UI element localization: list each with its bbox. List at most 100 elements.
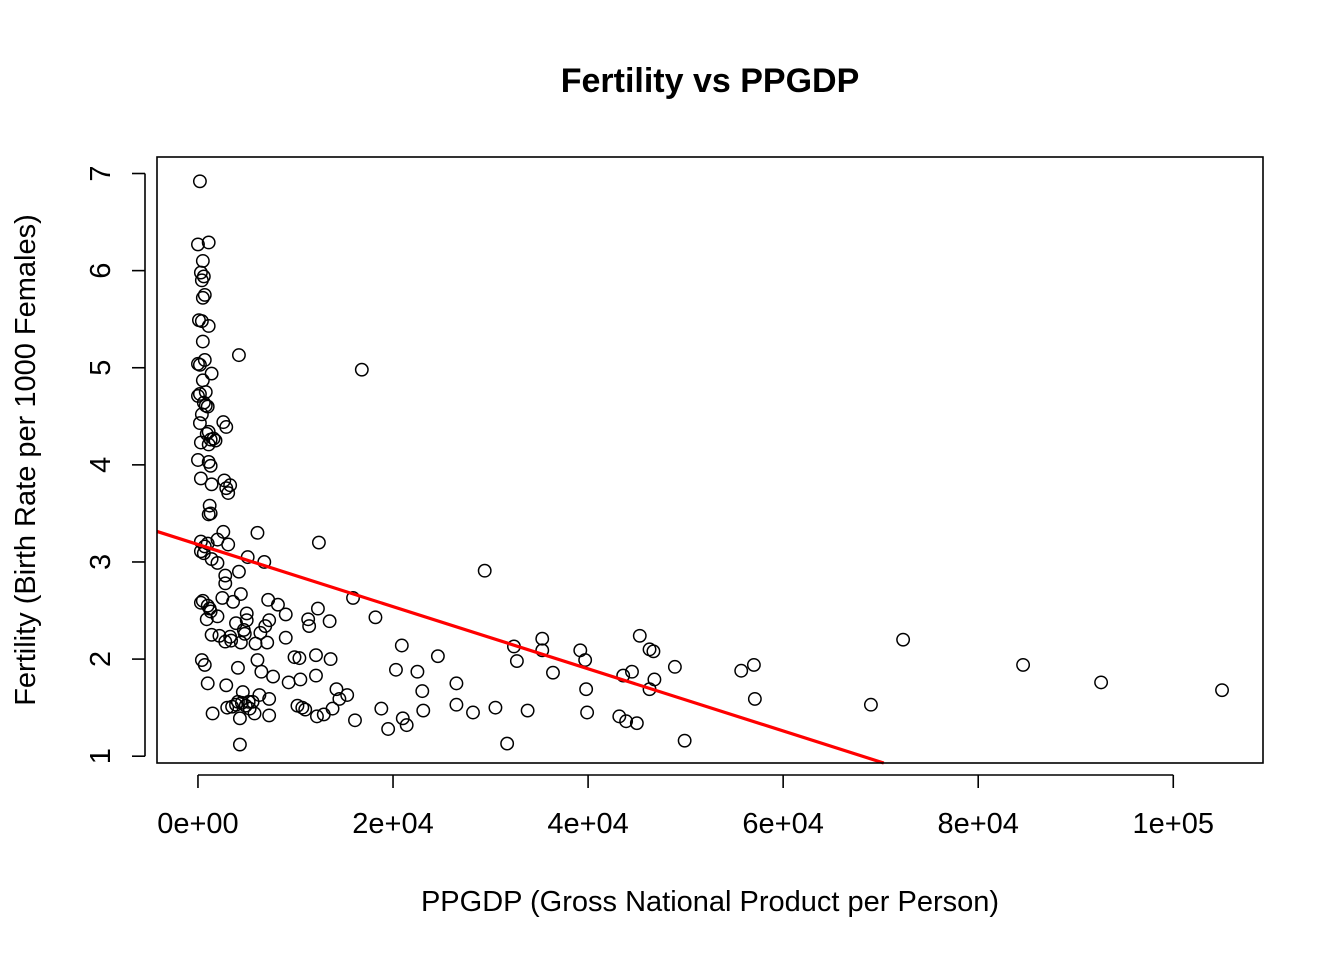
data-point bbox=[535, 643, 550, 658]
data-point bbox=[311, 535, 326, 550]
data-point bbox=[1094, 675, 1109, 690]
data-point bbox=[218, 634, 233, 649]
data-point bbox=[329, 682, 344, 697]
data-point bbox=[193, 471, 208, 486]
data-point bbox=[309, 648, 323, 663]
data-point bbox=[194, 273, 209, 288]
x-tick-label: 4e+04 bbox=[547, 808, 628, 840]
y-tick-label: 2 bbox=[85, 651, 117, 667]
y-tick-label: 1 bbox=[85, 748, 117, 764]
y-tick-label: 4 bbox=[85, 457, 117, 473]
data-point bbox=[863, 697, 878, 712]
data-point bbox=[340, 688, 355, 702]
y-tick-label: 6 bbox=[85, 263, 117, 279]
data-point bbox=[287, 650, 302, 665]
data-point bbox=[201, 235, 216, 250]
data-point bbox=[302, 619, 317, 634]
x-axis-label: PPGDP (Gross National Product per Person… bbox=[421, 886, 999, 918]
data-point bbox=[578, 653, 593, 668]
data-point bbox=[219, 678, 234, 693]
data-point bbox=[1016, 657, 1031, 672]
data-point bbox=[616, 668, 631, 683]
data-point bbox=[231, 348, 246, 363]
data-point bbox=[250, 525, 265, 540]
data-point bbox=[449, 697, 464, 712]
data-point bbox=[195, 290, 210, 305]
y-tick-label: 7 bbox=[85, 165, 117, 181]
data-point bbox=[310, 709, 324, 724]
data-point bbox=[449, 676, 464, 691]
data-point bbox=[520, 703, 535, 718]
data-point bbox=[416, 703, 431, 718]
data-point bbox=[201, 437, 216, 452]
data-point bbox=[625, 664, 639, 679]
y-axis: 1 2 3 4 5 6 7 bbox=[85, 165, 146, 764]
data-point bbox=[325, 701, 340, 716]
data-point bbox=[309, 668, 323, 683]
data-point bbox=[629, 716, 644, 731]
data-point bbox=[632, 628, 647, 643]
data-point bbox=[747, 691, 762, 706]
data-point bbox=[208, 433, 223, 448]
data-point bbox=[203, 458, 218, 473]
data-point bbox=[242, 701, 257, 716]
data-point bbox=[298, 702, 313, 717]
data-point bbox=[546, 665, 560, 680]
x-tick-label: 0e+00 bbox=[157, 808, 238, 840]
data-point bbox=[746, 657, 761, 672]
data-point bbox=[194, 314, 209, 329]
data-point bbox=[225, 699, 240, 714]
data-point bbox=[204, 477, 219, 492]
data-point bbox=[1215, 683, 1229, 698]
data-point bbox=[261, 592, 276, 607]
data-point bbox=[210, 555, 225, 570]
data-point bbox=[466, 705, 480, 720]
data-point bbox=[316, 707, 331, 722]
data-point bbox=[310, 601, 325, 616]
data-point bbox=[262, 691, 277, 706]
data-point bbox=[192, 174, 207, 189]
regression-line-layer bbox=[156, 529, 885, 765]
data-point bbox=[323, 652, 338, 667]
data-point bbox=[197, 287, 212, 302]
data-point bbox=[191, 237, 205, 252]
x-axis: 0e+00 2e+04 4e+04 6e+04 8e+04 1e+05 bbox=[157, 774, 1214, 840]
data-point bbox=[374, 701, 389, 716]
data-point bbox=[322, 614, 337, 629]
data-point bbox=[226, 594, 241, 609]
x-tick-label: 1e+05 bbox=[1133, 808, 1214, 840]
data-point bbox=[509, 654, 524, 668]
data-point bbox=[239, 613, 254, 628]
data-point bbox=[415, 684, 430, 699]
data-point bbox=[241, 694, 256, 709]
data-point bbox=[248, 636, 263, 651]
data-point bbox=[381, 722, 396, 736]
data-point bbox=[399, 718, 414, 733]
data-point bbox=[200, 536, 215, 551]
data-point bbox=[250, 653, 265, 668]
x-tick-label: 8e+04 bbox=[937, 808, 1018, 840]
data-point bbox=[348, 713, 362, 728]
data-point bbox=[229, 616, 243, 631]
data-point bbox=[223, 478, 238, 493]
data-point bbox=[292, 651, 307, 666]
data-point bbox=[195, 334, 210, 349]
data-point bbox=[278, 630, 293, 645]
data-point bbox=[205, 706, 220, 721]
data-point bbox=[201, 319, 216, 333]
data-point bbox=[647, 672, 662, 687]
data-point bbox=[197, 657, 212, 672]
data-point bbox=[194, 407, 209, 422]
data-point bbox=[579, 682, 594, 697]
data-point bbox=[198, 385, 213, 399]
data-point bbox=[262, 708, 277, 723]
data-point bbox=[195, 373, 210, 388]
data-point bbox=[573, 643, 588, 658]
data-point bbox=[346, 590, 360, 605]
data-point bbox=[354, 362, 369, 377]
data-point bbox=[239, 606, 254, 621]
x-tick-label: 2e+04 bbox=[352, 808, 433, 840]
data-point bbox=[410, 664, 425, 679]
data-point bbox=[500, 736, 515, 751]
data-point bbox=[281, 675, 296, 690]
